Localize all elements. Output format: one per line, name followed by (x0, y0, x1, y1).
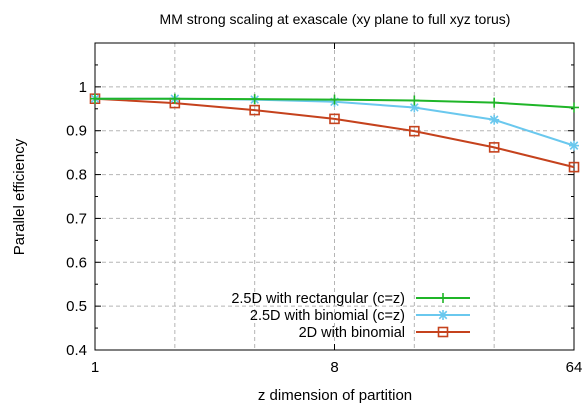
legend: 2.5D with rectangular (c=z)2.5D with bin… (231, 291, 470, 341)
data-point (489, 97, 500, 108)
legend-marker (438, 310, 448, 320)
y-tick-label: 0.8 (66, 167, 87, 184)
legend-item-0: 2.5D with rectangular (c=z) (231, 291, 470, 307)
y-tick-label: 0.4 (66, 342, 87, 359)
data-point (249, 94, 260, 105)
series-0 (90, 93, 579, 113)
legend-item-2: 2D with binomial (299, 325, 470, 341)
data-point (329, 94, 340, 105)
data-point (488, 142, 500, 153)
data-point (169, 93, 180, 104)
data-point (249, 104, 260, 116)
data-point (409, 95, 420, 106)
y-tick-label: 0.7 (66, 210, 87, 227)
data-point (568, 161, 580, 173)
series-group (89, 93, 580, 173)
data-point (409, 125, 420, 137)
legend-label: 2.5D with rectangular (c=z) (231, 291, 405, 307)
legend-item-1: 2.5D with binomial (c=z) (250, 308, 470, 324)
y-tick-label: 0.5 (66, 298, 87, 315)
y-axis-label: Parallel efficiency (11, 138, 28, 255)
legend-label: 2.5D with binomial (c=z) (250, 308, 405, 324)
data-point (569, 102, 579, 113)
y-tick-label: 0.6 (66, 254, 87, 271)
x-tick-label: 8 (330, 359, 338, 376)
y-tick-label: 0.9 (66, 123, 87, 140)
y-tick-label: 1 (79, 79, 87, 96)
x-tick-label: 1 (91, 359, 99, 376)
legend-marker (437, 326, 449, 338)
x-tick-label: 64 (566, 359, 582, 376)
legend-label: 2D with binomial (299, 325, 405, 341)
axis-ticks: 0.4 0.5 0.6 0.7 0.8 0.9 1 1 8 64 (66, 43, 582, 376)
legend-marker (438, 293, 448, 303)
data-point (90, 93, 100, 104)
chart-title: MM strong scaling at exascale (xy plane … (160, 11, 511, 27)
x-axis-label: z dimension of partition (258, 387, 412, 404)
data-point (569, 140, 579, 151)
data-point (489, 114, 500, 125)
data-point (329, 113, 340, 125)
